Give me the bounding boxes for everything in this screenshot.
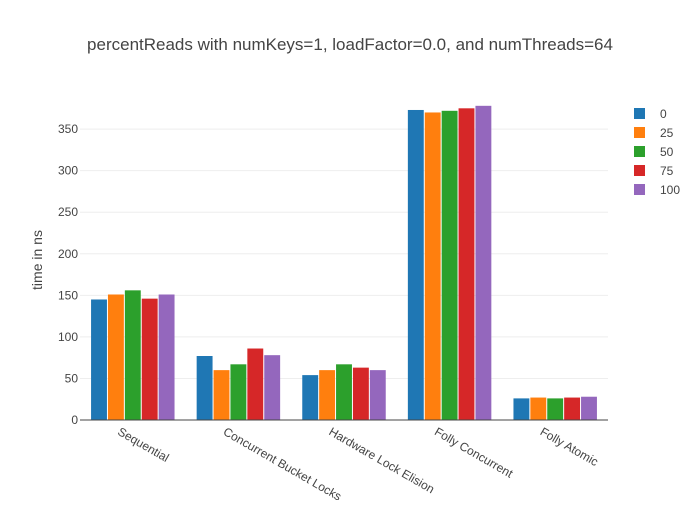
- y-tick-label: 100: [58, 330, 78, 344]
- bars: [91, 105, 597, 421]
- legend-label: 50: [660, 145, 674, 159]
- bar-0-3: [407, 109, 424, 420]
- legend-swatch: [634, 146, 645, 157]
- chart-title: percentReads with numKeys=1, loadFactor=…: [87, 35, 613, 54]
- legend-swatch: [634, 127, 645, 138]
- bar-0-1: [196, 356, 213, 420]
- bar-50-0: [124, 290, 141, 420]
- bar-25-2: [319, 370, 336, 420]
- legend-label: 25: [660, 126, 674, 140]
- bar-75-1: [247, 348, 264, 420]
- bar-100-1: [264, 355, 281, 420]
- bar-75-0: [141, 298, 158, 420]
- legend-swatch: [634, 165, 645, 176]
- bar-0-0: [91, 299, 107, 420]
- y-tick-label: 200: [58, 247, 78, 261]
- x-tick-label: Sequential: [115, 424, 171, 464]
- legend-swatch: [634, 108, 645, 119]
- y-tick-label: 300: [58, 164, 78, 178]
- bar-25-3: [424, 112, 441, 420]
- bar-100-2: [369, 370, 386, 420]
- x-tick-label: Concurrent Bucket Locks: [221, 424, 344, 500]
- bar-50-3: [441, 110, 458, 421]
- bar-25-4: [530, 397, 547, 420]
- bar-0-4: [513, 398, 530, 420]
- x-tick-label: Folly Atomic: [538, 424, 601, 468]
- legend-label: 100: [660, 183, 680, 197]
- y-axis-label: time in ns: [29, 230, 45, 290]
- y-tick-label: 250: [58, 205, 78, 219]
- x-tick-label: Folly Concurrent: [432, 424, 516, 480]
- bar-0-2: [302, 375, 319, 420]
- legend-label: 0: [660, 107, 667, 121]
- bar-25-1: [213, 370, 230, 420]
- bar-75-3: [458, 108, 475, 420]
- bar-100-4: [581, 396, 597, 420]
- y-tick-label: 50: [65, 371, 79, 385]
- bar-75-2: [352, 367, 369, 420]
- legend-swatch: [634, 184, 645, 195]
- y-tick-label: 0: [71, 413, 78, 427]
- legend: 0 25 50 75 100: [634, 107, 680, 197]
- bar-50-2: [336, 364, 352, 420]
- bar-100-3: [475, 105, 492, 421]
- bar-50-4: [547, 398, 564, 420]
- y-tick-label: 350: [58, 122, 78, 136]
- bar-25-0: [107, 294, 124, 420]
- x-tick-label: Hardware Lock Elision: [327, 424, 437, 496]
- bar-100-0: [158, 294, 175, 420]
- bar-50-1: [230, 364, 247, 420]
- y-tick-label: 150: [58, 288, 78, 302]
- legend-label: 75: [660, 164, 674, 178]
- bar-75-4: [564, 397, 581, 420]
